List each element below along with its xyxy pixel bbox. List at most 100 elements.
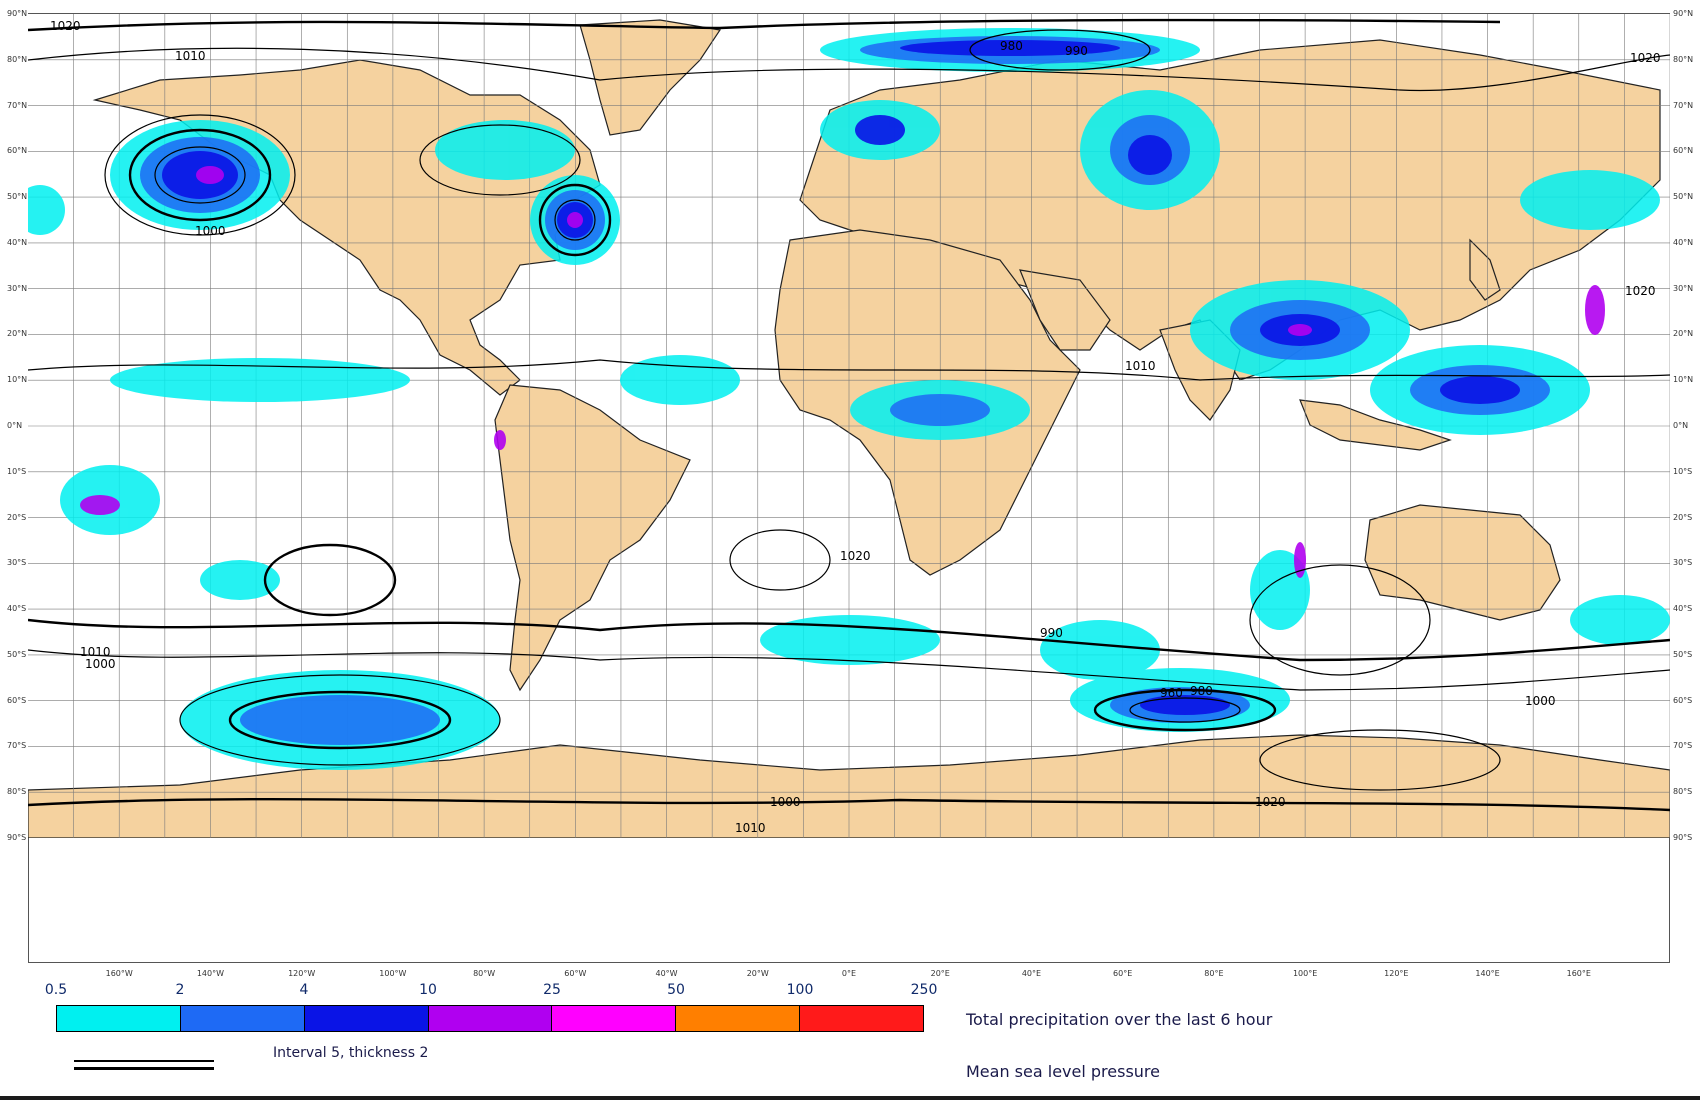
colorbar-tick-label: 50	[667, 982, 685, 998]
bottom-border	[0, 1096, 1700, 1100]
latitude-label: 80°S	[1673, 787, 1693, 797]
latitude-label: 20°N	[1673, 329, 1694, 339]
latitude-label: 40°S	[7, 604, 27, 614]
isobar-label: 1000	[85, 657, 116, 671]
colorbar-segment	[800, 1006, 924, 1031]
latitude-label: 40°N	[7, 237, 28, 247]
colorbar-segment	[57, 1006, 181, 1031]
latitude-label: 30°N	[7, 283, 28, 293]
longitude-label: 60°W	[564, 969, 587, 978]
colorbar-segment	[676, 1006, 801, 1031]
isobar-label: 1010	[175, 49, 206, 63]
latitude-label: 70°S	[1673, 741, 1693, 751]
south-america	[494, 384, 691, 692]
precipitation-colorbar	[56, 1005, 924, 1032]
colorbar-tick-label: 10	[419, 982, 437, 998]
contour-sample-thin	[74, 1060, 214, 1062]
isobar-label: 1020	[1255, 795, 1286, 809]
precip-intense	[80, 166, 1605, 578]
isobar-label: 1020	[840, 549, 871, 563]
longitude-label: 40°E	[1021, 969, 1042, 978]
isobar-label: 1000	[195, 224, 226, 238]
longitude-label: 140°W	[196, 969, 225, 978]
colorbar-segment	[552, 1006, 677, 1031]
latitude-label: 50°S	[1673, 649, 1693, 659]
longitude-label: 140°E	[1475, 969, 1500, 978]
latitude-label: 10°S	[1673, 466, 1693, 476]
longitude-label: 120°W	[288, 969, 316, 978]
latitude-label: 50°N	[7, 192, 28, 202]
colorbar-segment	[180, 1006, 305, 1031]
longitude-label: 120°E	[1384, 969, 1409, 978]
latitude-label: 60°S	[1673, 695, 1693, 705]
isobar-label: 1010	[1125, 359, 1156, 373]
latitude-label: 60°N	[1673, 146, 1694, 156]
latitude-label: 20°S	[7, 512, 27, 522]
latitude-label: 90°S	[7, 833, 27, 842]
latitude-label: 10°N	[1673, 375, 1694, 385]
isobar-contours	[28, 18, 1670, 812]
latitude-label: 40°S	[1673, 604, 1693, 614]
latitude-label: 70°N	[1673, 100, 1694, 110]
colorbar-tick-label: 2	[175, 982, 185, 998]
isobar-labels: 1020 1010 1000 990 980 960 1020 1020 101…	[50, 19, 1661, 835]
longitude-label: 100°E	[1292, 969, 1318, 978]
longitude-label: 20°E	[930, 969, 950, 978]
colorbar-tick-label: 250	[910, 982, 938, 998]
isobar-label: 1000	[770, 795, 801, 809]
latitude-label: 40°N	[1673, 237, 1694, 247]
isobar-label: 1010	[80, 645, 111, 659]
longitude-label: 0°E	[841, 969, 857, 978]
contour-sample-thick	[74, 1067, 214, 1070]
latitude-label: 20°N	[7, 329, 28, 339]
latitude-label: 10°N	[7, 375, 28, 385]
isobar-label: 980	[1000, 39, 1023, 53]
latitude-label: 0°N	[7, 421, 23, 430]
latitude-label: 50°S	[7, 649, 27, 659]
latitude-label: 90°N	[1673, 9, 1694, 18]
longitude-label: 40°W	[655, 969, 678, 978]
isobar-label: 1010	[735, 821, 766, 835]
latitude-label: 70°N	[7, 100, 28, 110]
colorbar-tick-label: 25	[543, 982, 561, 998]
colorbar-tick-label: 100	[786, 982, 814, 998]
indonesia	[1299, 399, 1452, 451]
latitude-label: 90°N	[7, 9, 28, 18]
contour-interval-text: Interval 5, thickness 2	[273, 1045, 429, 1061]
isobar-label: 960	[1160, 686, 1183, 700]
precipitation-legend-title: Total precipitation over the last 6 hour	[966, 1010, 1273, 1029]
colorbar-tick-label: 4	[299, 982, 309, 998]
colorbar-segment	[304, 1006, 429, 1031]
longitude-label: 80°W	[473, 969, 496, 978]
isobar-label: 980	[1190, 684, 1213, 698]
latitude-label: 30°S	[7, 558, 27, 568]
latitude-label: 80°S	[7, 787, 27, 797]
latitude-label: 10°S	[7, 466, 27, 476]
isobar-label: 990	[1065, 44, 1088, 58]
longitude-label: 20°W	[746, 969, 769, 978]
longitude-label: 160°W	[105, 969, 133, 978]
latitude-label: 50°N	[1673, 192, 1694, 202]
isobar-label: 1020	[50, 19, 81, 33]
japan	[1469, 238, 1501, 301]
greenland	[579, 19, 722, 136]
longitude-label: 80°E	[1204, 969, 1224, 978]
latitude-label: 70°S	[7, 741, 27, 751]
isobar-label: 990	[1040, 626, 1063, 640]
longitude-label: 160°E	[1566, 969, 1591, 978]
isobar-label: 1000	[1525, 694, 1556, 708]
latitude-label: 20°S	[1673, 512, 1693, 522]
isobar-label: 1020	[1630, 51, 1661, 65]
precipitation-areas	[28, 28, 1670, 770]
pressure-legend-title: Mean sea level pressure	[966, 1062, 1160, 1081]
latitude-label: 90°S	[1673, 833, 1693, 842]
latitude-label: 30°S	[1673, 558, 1693, 568]
latitude-label: 60°N	[7, 146, 28, 156]
latitude-label: 0°N	[1673, 421, 1689, 430]
arabia	[1019, 269, 1111, 351]
isobar-label: 1020	[1625, 284, 1656, 298]
australia	[1364, 504, 1561, 621]
longitude-label: 100°W	[379, 969, 407, 978]
latitude-label: 60°S	[7, 695, 27, 705]
